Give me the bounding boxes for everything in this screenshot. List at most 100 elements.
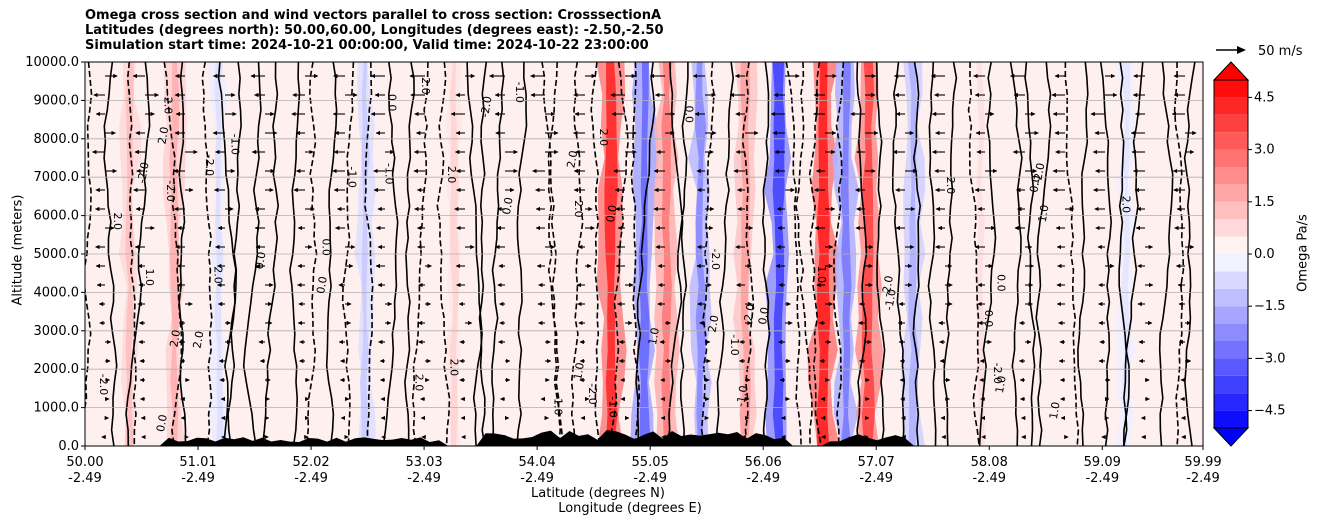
colorbar-segment xyxy=(1214,358,1248,376)
colorbar-tick-label: 1.5 xyxy=(1254,195,1275,210)
contour-label: 1.0 xyxy=(646,327,662,346)
colorbar-segment xyxy=(1214,167,1248,185)
y-tick-label: 5000.0 xyxy=(34,247,80,262)
x-tick-label-lon: -2.49 xyxy=(746,471,780,486)
colorbar-segment xyxy=(1214,201,1248,220)
colorbar-segment xyxy=(1214,149,1248,167)
contour-label: -2.0 xyxy=(135,161,152,184)
contour-label: -1.0 xyxy=(606,396,619,417)
colorbar-segment xyxy=(1214,132,1248,150)
contour-label: 2.0 xyxy=(597,129,610,147)
contour-label: 0.0 xyxy=(756,306,772,325)
contour-label: -1.0 xyxy=(551,394,564,415)
x-axis-ticks: 50.00-2.4951.01-2.4952.02-2.4953.03-2.49… xyxy=(66,446,1222,486)
contour-label: -2.0 xyxy=(161,93,174,114)
contour-label: 2.0 xyxy=(111,212,124,230)
contour-label: 0.0 xyxy=(604,204,620,223)
contour-label: -2.0 xyxy=(203,155,216,176)
contour-label: 2.0 xyxy=(445,166,458,184)
contour-label: 0.0 xyxy=(982,310,995,328)
title-line-2: Latitudes (degrees north): 50.00,60.00, … xyxy=(85,23,664,38)
x-tick-label-lon: -2.49 xyxy=(181,471,215,486)
y-tick-label: 9000.0 xyxy=(34,93,80,108)
colorbar-segment xyxy=(1214,341,1248,359)
contour-label: 0.0 xyxy=(1027,174,1043,193)
y-tick-label: 8000.0 xyxy=(34,132,80,147)
colorbar-segment xyxy=(1214,271,1248,289)
x-axis-label-longitude: Longitude (degrees E) xyxy=(558,501,702,516)
colorbar-tick-label: −3.0 xyxy=(1254,351,1286,366)
contour-label: -1.0 xyxy=(228,134,241,155)
x-tick-label-lon: -2.49 xyxy=(972,471,1006,486)
contour-label: 2.0 xyxy=(419,77,432,95)
y-tick-label: 2000.0 xyxy=(34,362,80,377)
colorbar-extend-min xyxy=(1212,427,1250,447)
x-tick-label-lat: 59.99 xyxy=(1184,455,1221,470)
colorbar-segment xyxy=(1214,97,1248,115)
colorbar-segment xyxy=(1214,375,1248,394)
x-tick-label-lat: 50.00 xyxy=(66,455,103,470)
contour-label: 2.0 xyxy=(155,126,171,145)
terrain-silhouette xyxy=(85,430,1203,446)
contour-label: 2.0 xyxy=(413,374,426,392)
x-tick-label-lon: -2.49 xyxy=(520,471,554,486)
contour-label: 2.0 xyxy=(448,359,461,377)
y-axis-label: Altitude (meters) xyxy=(10,194,26,306)
contour-label: 0.0 xyxy=(154,413,170,432)
colorbar-segment xyxy=(1214,236,1248,254)
colorbar-segment xyxy=(1214,288,1248,307)
contour-label: 0.0 xyxy=(385,94,398,112)
colorbar-segment xyxy=(1214,80,1248,98)
contour-label: 2.0 xyxy=(706,314,722,333)
contour-label: -1.0 xyxy=(882,288,899,311)
contour-label: -1.0 xyxy=(513,82,526,103)
colorbar-tick-label: −4.5 xyxy=(1254,404,1286,419)
contour-label: 2.0 xyxy=(167,329,183,348)
colorbar-segment xyxy=(1214,306,1248,324)
colorbar-segment xyxy=(1214,410,1248,428)
y-tick-label: 0.0 xyxy=(58,439,79,454)
colorbar: 4.5 3.0 1.5 0.0 −1.5 −3.0 −4.5 xyxy=(1212,61,1286,447)
contour-label: -2.0 xyxy=(97,374,110,395)
y-tick-label: 7000.0 xyxy=(34,170,80,185)
contour-label: 1.0 xyxy=(815,266,828,284)
y-tick-label: 10000.0 xyxy=(25,55,79,70)
x-tick-label-lat: 52.02 xyxy=(292,455,329,470)
colorbar-segment xyxy=(1214,114,1248,133)
contour-label: 1.0 xyxy=(571,361,587,380)
x-tick-label-lat: 57.07 xyxy=(858,455,895,470)
y-axis-ticks: 0.0 1000.0 2000.0 3000.0 4000.0 5000.0 6000.0 7… xyxy=(25,55,85,454)
y-tick-label: 1000.0 xyxy=(34,401,80,416)
x-tick-label-lat: 51.01 xyxy=(179,455,216,470)
x-axis-label-latitude: Latitude (degrees N) xyxy=(531,486,665,501)
y-tick-label: 6000.0 xyxy=(34,209,80,224)
contour-label: 0.0 xyxy=(682,105,695,123)
x-tick-label-lon: -2.49 xyxy=(294,471,328,486)
contour-label: 1.0 xyxy=(1047,401,1063,420)
wind-vectors xyxy=(92,73,1197,440)
reference-vector-label: 50 m/s xyxy=(1258,44,1303,59)
contour-label: -2.0 xyxy=(991,363,1004,384)
y-tick-label: 4000.0 xyxy=(34,285,80,300)
contour-label: 0.0 xyxy=(995,274,1008,292)
contour-label: 2.0 xyxy=(572,200,585,218)
colorbar-tick-label: 0.0 xyxy=(1254,247,1275,262)
contour-label: 1.0 xyxy=(143,268,156,286)
contour-label: 2.0 xyxy=(944,177,957,195)
contour-label: -1.0 xyxy=(728,334,741,355)
x-tick-label-lat: 55.05 xyxy=(632,455,669,470)
colorbar-segment xyxy=(1214,393,1248,411)
colorbar-tick-label: −1.5 xyxy=(1254,299,1286,314)
contour-label: -2.0 xyxy=(1031,162,1048,185)
omega-cross-section-plot: 2.0-1.0-2.0-1.00.0-2.0-1.0-2.01.00.02.01… xyxy=(25,55,1221,486)
x-tick-label-lon: -2.49 xyxy=(68,471,102,486)
contour-label: -2.0 xyxy=(879,275,896,298)
contour-label: 2.0 xyxy=(212,266,225,284)
contour-label: 0.0 xyxy=(253,251,269,270)
colorbar-tick-label: 4.5 xyxy=(1254,90,1275,105)
title-line-3: Simulation start time: 2024-10-21 00:00:… xyxy=(85,38,649,53)
x-tick-label-lon: -2.49 xyxy=(407,471,441,486)
x-tick-label-lat: 56.06 xyxy=(745,455,782,470)
x-tick-label-lat: 58.08 xyxy=(971,455,1008,470)
